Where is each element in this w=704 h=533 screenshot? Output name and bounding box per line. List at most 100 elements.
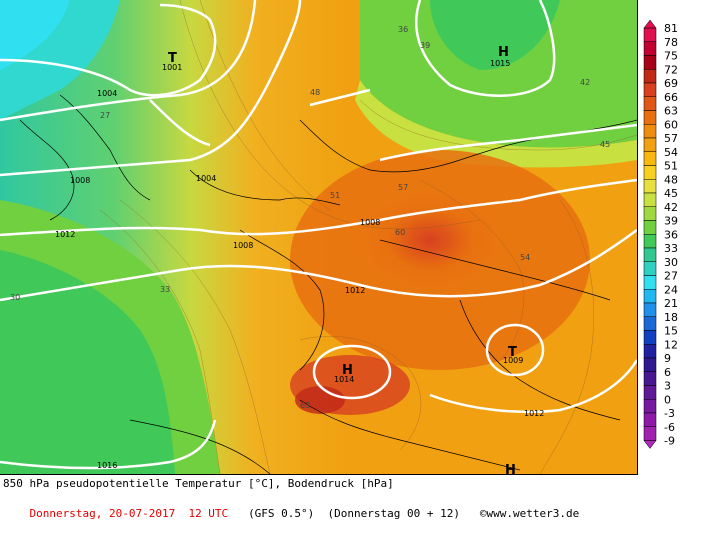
legend-label: 75 [664, 50, 678, 63]
legend-label: 39 [664, 215, 678, 228]
svg-text:60: 60 [395, 228, 405, 237]
legend-label: 24 [664, 283, 678, 296]
legend-label: -6 [664, 421, 675, 434]
legend-swatch [643, 151, 657, 166]
site-link[interactable]: ©www.wetter3.de [479, 507, 580, 520]
legend-label: -9 [664, 435, 675, 448]
legend-swatch [643, 96, 657, 111]
svg-text:51: 51 [330, 191, 340, 200]
color-scale-legend: 81 78 75 72 69 66 63 60 57 54 51 48 45 42 39 36 33 30 27 24… [640, 19, 704, 460]
legend-label: 33 [664, 242, 678, 255]
legend-swatch [643, 302, 657, 317]
valid-date: Donnerstag, 20-07-2017 12 UTC [29, 507, 229, 520]
svg-text:54: 54 [520, 253, 530, 262]
legend-swatch [643, 275, 657, 290]
legend-swatch [643, 344, 657, 359]
legend-swatch [643, 247, 657, 262]
legend-label: 6 [664, 366, 671, 379]
svg-text:1004: 1004 [196, 174, 216, 183]
svg-text:1004: 1004 [97, 89, 117, 98]
svg-text:1009: 1009 [503, 356, 523, 365]
legend-label: 45 [664, 187, 678, 200]
svg-text:63: 63 [300, 401, 310, 410]
svg-text:1015: 1015 [490, 59, 510, 68]
legend-swatch [643, 82, 657, 97]
legend-label: 9 [664, 352, 671, 365]
svg-text:1008: 1008 [70, 176, 90, 185]
high-center-marker: H [505, 463, 516, 474]
legend-swatch [643, 192, 657, 207]
legend-swatch [643, 220, 657, 235]
legend-swatch [643, 357, 657, 372]
svg-text:1016: 1016 [97, 461, 117, 470]
legend-swatch [643, 385, 657, 400]
legend-label: 81 [664, 22, 678, 35]
legend-swatch [643, 330, 657, 345]
legend-label: 12 [664, 338, 678, 351]
svg-text:45: 45 [600, 140, 610, 149]
legend-label: 42 [664, 201, 678, 214]
legend-label: 63 [664, 105, 678, 118]
svg-text:1014: 1014 [334, 375, 354, 384]
svg-text:1012: 1012 [345, 286, 365, 295]
legend-label: -3 [664, 407, 675, 420]
svg-text:30: 30 [10, 293, 20, 302]
legend-label: 30 [664, 256, 678, 269]
legend-arrow-up [643, 19, 657, 29]
high-center-marker: H [342, 363, 353, 378]
legend-label: 21 [664, 297, 678, 310]
legend-swatch [643, 399, 657, 414]
legend-swatch [643, 41, 657, 56]
legend-swatch [643, 165, 657, 180]
legend-swatch [643, 137, 657, 152]
svg-text:27: 27 [100, 111, 110, 120]
svg-text:1008: 1008 [233, 241, 253, 250]
legend-swatch [643, 55, 657, 70]
legend-label: 54 [664, 146, 678, 159]
svg-text:57: 57 [398, 183, 408, 192]
low-center-marker: T [508, 345, 517, 360]
legend-swatch [643, 316, 657, 331]
pressure-centers: T H H T H [168, 45, 517, 474]
svg-text:1008: 1008 [360, 218, 380, 227]
svg-text:1012: 1012 [55, 230, 75, 239]
legend-label: 27 [664, 270, 678, 283]
legend-swatch [643, 412, 657, 427]
legend-label: 57 [664, 132, 678, 145]
svg-text:36: 36 [398, 25, 408, 34]
legend-swatch [643, 426, 657, 441]
legend-swatch [643, 179, 657, 194]
high-center-marker: H [498, 45, 509, 60]
contour-labels: 27 30 33 36 39 42 45 48 51 54 57 60 63 [10, 25, 610, 410]
run-info: (Donnerstag 00 + 12) [327, 507, 460, 520]
legend-label: 78 [664, 36, 678, 49]
legend-swatch [643, 206, 657, 221]
legend-swatch [643, 69, 657, 84]
legend-label: 15 [664, 325, 678, 338]
legend-label: 66 [664, 91, 678, 104]
legend-swatch [643, 371, 657, 386]
legend-label: 0 [664, 393, 671, 406]
legend-swatch [643, 124, 657, 139]
legend-label: 51 [664, 160, 678, 173]
legend-label: 60 [664, 118, 678, 131]
legend-label: 18 [664, 311, 678, 324]
weather-map: 27 30 33 36 39 42 45 48 51 54 57 60 63 1… [0, 0, 638, 475]
legend-arrow-down [643, 440, 657, 449]
legend-swatch [643, 289, 657, 304]
map-footer: 850 hPa pseudopotentielle Temperatur [°C… [0, 475, 640, 520]
legend-label: 69 [664, 77, 678, 90]
model-name: (GFS 0.5°) [248, 507, 315, 520]
svg-text:1001: 1001 [162, 63, 182, 72]
legend-label: 36 [664, 228, 678, 241]
legend-swatch [643, 234, 657, 249]
legend-swatch [643, 110, 657, 125]
isobar-labels: 1001 1004 1008 1012 1016 1015 1014 1009 … [55, 59, 544, 470]
legend-label: 72 [664, 63, 678, 76]
legend-label: 48 [664, 173, 678, 186]
legend-swatch [643, 27, 657, 42]
map-description: 850 hPa pseudopotentielle Temperatur [°C… [3, 477, 394, 490]
theta-e-field: 27 30 33 36 39 42 45 48 51 54 57 60 63 1… [0, 0, 637, 474]
svg-text:33: 33 [160, 285, 170, 294]
svg-text:42: 42 [580, 78, 590, 87]
